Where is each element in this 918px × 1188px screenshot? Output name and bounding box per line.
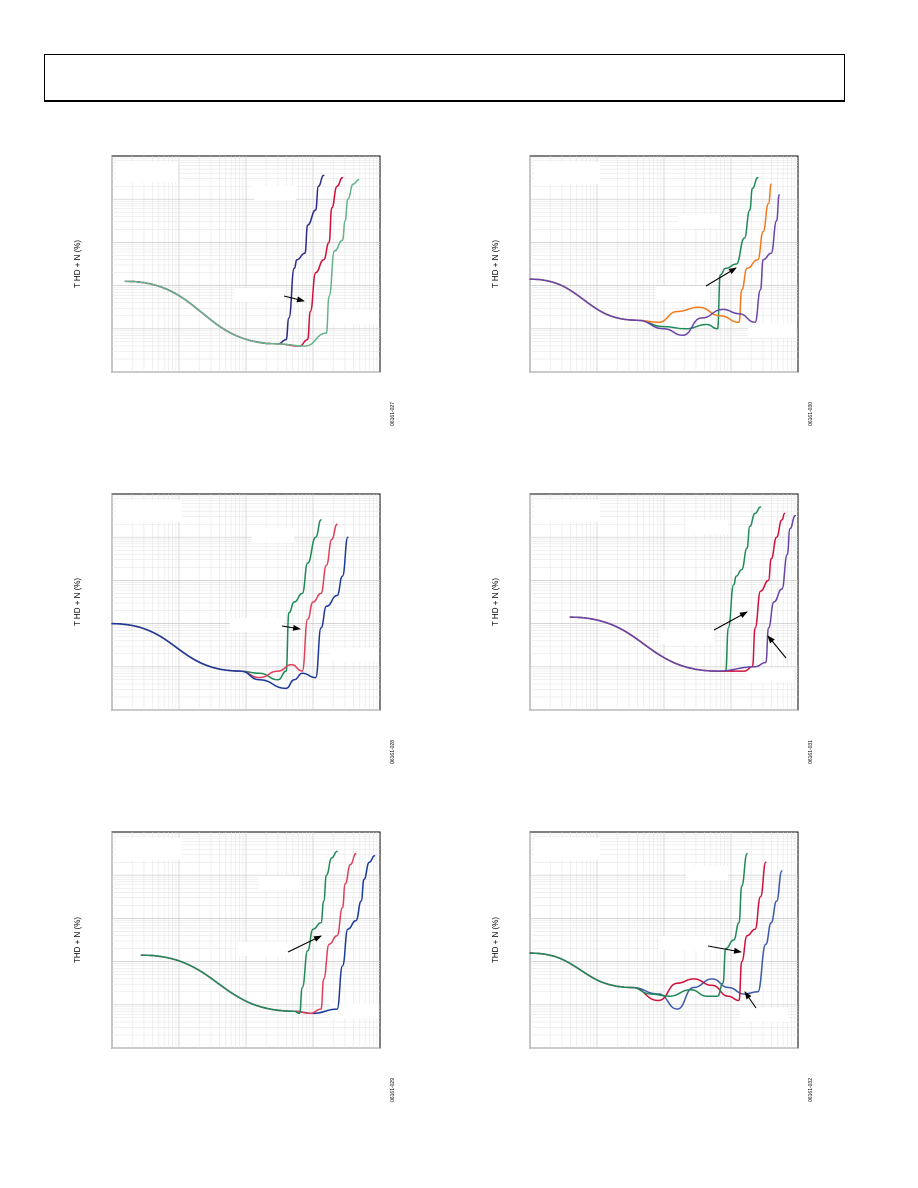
figure-number: 06161-029 bbox=[390, 1078, 396, 1102]
chart-panel-1: T HD + N (%) 06161-027 bbox=[70, 150, 410, 426]
figure-number: 06161-031 bbox=[808, 740, 814, 764]
thd-chart-svg: T HD + N (%) 06161-028 bbox=[73, 493, 396, 764]
series-line-3 bbox=[140, 850, 338, 1015]
series-line-1 bbox=[529, 176, 759, 330]
annotation-arrow bbox=[744, 991, 757, 1009]
y-gridlines bbox=[112, 833, 380, 1049]
y-axis-label: T HD + N (%) bbox=[73, 240, 82, 288]
chart-panel-4: T HD + N (%) 06161-031 bbox=[488, 488, 828, 764]
series-line-1 bbox=[529, 870, 783, 1010]
annotation-box bbox=[330, 1004, 378, 1018]
annotation-box bbox=[252, 528, 294, 542]
annotation-box bbox=[116, 838, 182, 860]
annotation-box bbox=[234, 288, 286, 302]
annotation-box bbox=[330, 648, 378, 662]
y-axis-label: T HD + N (%) bbox=[491, 578, 500, 626]
y-gridlines bbox=[112, 495, 380, 711]
figure-number: 06161-027 bbox=[390, 402, 396, 426]
annotation-box bbox=[258, 876, 300, 890]
thd-chart-svg: THD + N (%) 06161-032 bbox=[491, 831, 814, 1102]
annotation-arrow bbox=[287, 935, 322, 953]
series-line-3 bbox=[569, 514, 797, 672]
annotation-box bbox=[330, 310, 378, 324]
annotation-box bbox=[534, 500, 600, 522]
y-axis-label: THD + N (%) bbox=[73, 917, 82, 963]
annotation-arrow bbox=[281, 624, 301, 631]
thd-chart-svg: T HD + N (%) 06161-030 bbox=[491, 155, 814, 426]
thd-chart-svg: T HD + N (%) 06161-027 bbox=[73, 155, 396, 426]
y-axis-label: T HD + N (%) bbox=[73, 578, 82, 626]
series-line-2 bbox=[529, 183, 772, 324]
annotation-box bbox=[686, 520, 728, 534]
annotation-box bbox=[116, 500, 182, 522]
annotation-box bbox=[740, 1008, 788, 1022]
annotation-box bbox=[748, 324, 796, 338]
x-gridlines bbox=[111, 832, 378, 1048]
y-gridlines bbox=[112, 157, 380, 373]
series-line-3 bbox=[529, 194, 780, 337]
annotation-box bbox=[254, 186, 296, 200]
annotation-box bbox=[656, 286, 710, 300]
annotation-arrow bbox=[283, 295, 305, 303]
series-line-3 bbox=[111, 536, 349, 690]
chart-panel-2: T HD + N (%) 06161-030 bbox=[488, 150, 828, 426]
annotation-box bbox=[116, 162, 178, 182]
annotation-box bbox=[678, 214, 720, 228]
annotation-arrow bbox=[707, 945, 742, 954]
y-axis-label: THD + N (%) bbox=[491, 917, 500, 963]
y-axis-label: T HD + N (%) bbox=[491, 240, 500, 288]
series-line-4 bbox=[124, 179, 360, 347]
chart-panel-5: THD + N (%) 06161-029 bbox=[70, 826, 410, 1102]
thd-chart-svg: THD + N (%) 06161-029 bbox=[73, 831, 396, 1102]
chart-panel-6: THD + N (%) 06161-032 bbox=[488, 826, 828, 1102]
series-line-2 bbox=[529, 861, 767, 1002]
figure-number: 06161-032 bbox=[808, 1078, 814, 1102]
annotation-arrow bbox=[713, 611, 748, 631]
chart-panel-3: T HD + N (%) 06161-028 bbox=[70, 488, 410, 764]
figure-number: 06161-030 bbox=[808, 402, 814, 426]
annotation-box bbox=[230, 618, 284, 632]
annotation-arrow bbox=[705, 267, 737, 287]
annotation-box bbox=[238, 942, 292, 956]
page-header-box bbox=[44, 54, 845, 102]
annotation-box bbox=[660, 936, 714, 950]
annotation-box bbox=[534, 162, 600, 184]
annotation-box bbox=[534, 838, 600, 860]
figure-number: 06161-028 bbox=[390, 740, 396, 764]
annotation-box bbox=[660, 630, 714, 644]
annotation-arrow bbox=[767, 635, 787, 659]
thd-chart-svg: T HD + N (%) 06161-031 bbox=[491, 493, 814, 764]
series-line-3 bbox=[529, 852, 748, 997]
annotation-box bbox=[746, 668, 794, 682]
x-gridlines bbox=[111, 494, 378, 710]
annotation-box bbox=[686, 866, 728, 880]
